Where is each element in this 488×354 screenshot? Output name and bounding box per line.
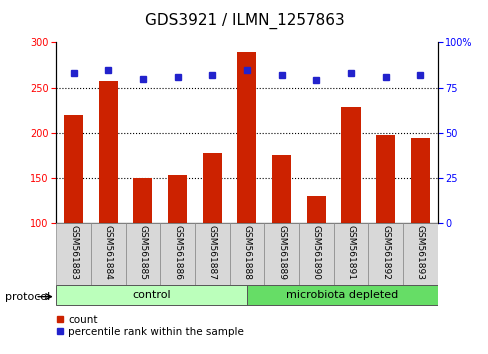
Text: GSM561890: GSM561890 bbox=[311, 225, 320, 280]
Bar bbox=[64, 115, 83, 223]
Text: GSM561891: GSM561891 bbox=[346, 225, 355, 280]
Bar bbox=[306, 196, 325, 223]
Text: GDS3921 / ILMN_1257863: GDS3921 / ILMN_1257863 bbox=[144, 12, 344, 29]
Legend: count, percentile rank within the sample: count, percentile rank within the sample bbox=[57, 315, 244, 337]
Text: GSM561892: GSM561892 bbox=[380, 225, 389, 280]
Bar bbox=[298, 223, 333, 285]
Bar bbox=[402, 223, 437, 285]
Bar bbox=[229, 223, 264, 285]
Text: GSM561887: GSM561887 bbox=[207, 225, 216, 280]
Text: GSM561886: GSM561886 bbox=[173, 225, 182, 280]
Text: microbiota depleted: microbiota depleted bbox=[285, 290, 398, 300]
Bar bbox=[271, 155, 290, 223]
Bar bbox=[99, 81, 118, 223]
Bar bbox=[410, 138, 429, 223]
Bar bbox=[375, 136, 394, 223]
Bar bbox=[333, 223, 367, 285]
Bar bbox=[125, 223, 160, 285]
Bar bbox=[203, 153, 222, 223]
Text: GSM561884: GSM561884 bbox=[103, 225, 113, 280]
Bar bbox=[341, 108, 360, 223]
Bar bbox=[56, 223, 91, 285]
Bar bbox=[168, 175, 187, 223]
Bar bbox=[160, 223, 195, 285]
Bar bbox=[237, 52, 256, 223]
Text: control: control bbox=[132, 290, 170, 300]
Bar bbox=[91, 223, 125, 285]
Bar bbox=[246, 285, 437, 305]
Text: GSM561883: GSM561883 bbox=[69, 225, 78, 280]
Bar bbox=[367, 223, 402, 285]
Text: GSM561885: GSM561885 bbox=[138, 225, 147, 280]
Text: GSM561889: GSM561889 bbox=[277, 225, 285, 280]
Text: GSM561893: GSM561893 bbox=[415, 225, 424, 280]
Bar bbox=[264, 223, 298, 285]
Text: GSM561888: GSM561888 bbox=[242, 225, 251, 280]
Text: protocol: protocol bbox=[5, 292, 50, 302]
Bar bbox=[195, 223, 229, 285]
Bar bbox=[133, 178, 152, 223]
Bar bbox=[56, 285, 246, 305]
